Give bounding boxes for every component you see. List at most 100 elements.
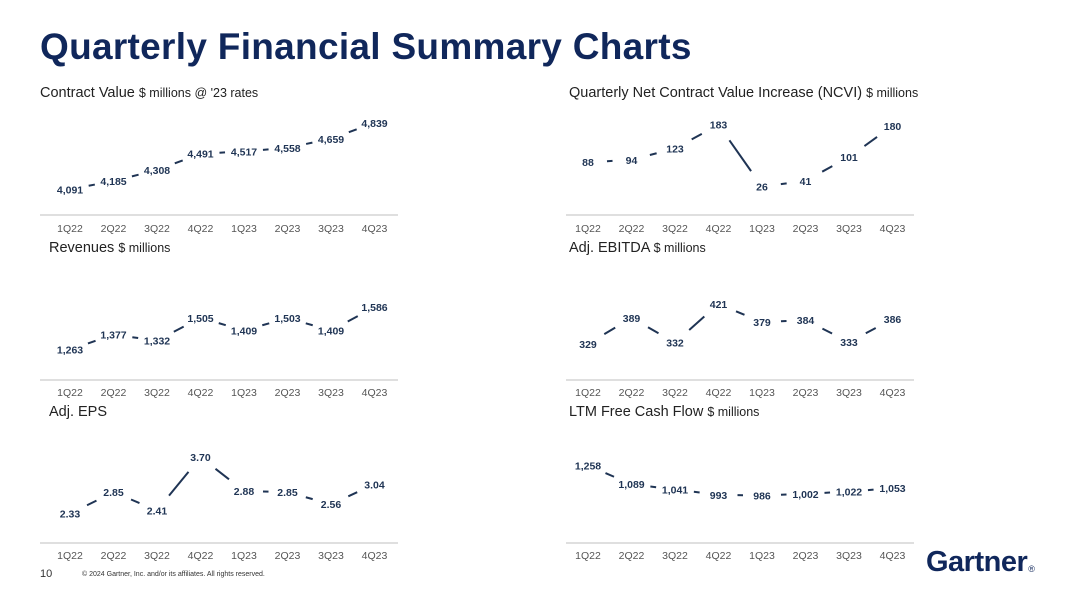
x-tick-label: 3Q23 <box>318 223 344 235</box>
x-tick-label: 4Q23 <box>880 387 906 399</box>
x-tick-label: 4Q23 <box>362 223 388 235</box>
data-label: 101 <box>840 152 858 164</box>
data-label: 1,041 <box>662 484 688 496</box>
data-label: 1,586 <box>361 302 387 314</box>
data-label: 123 <box>666 143 684 155</box>
chart-unit: $ millions <box>653 241 706 255</box>
x-tick-label: 3Q23 <box>836 550 862 562</box>
data-label: 26 <box>756 182 768 194</box>
series-line-segment <box>821 327 833 335</box>
series-line-segment <box>649 152 657 156</box>
data-label: 2.33 <box>60 509 81 521</box>
data-label: 386 <box>884 314 902 326</box>
adj-ebitda-plot: 1Q22 2Q22 3Q22 4Q22 1Q23 2Q23 3Q23 4Q23 329 389 33… <box>566 299 914 399</box>
data-label: 2.85 <box>103 487 124 499</box>
x-tick-label: 4Q22 <box>706 387 732 399</box>
x-tick-label: 3Q22 <box>144 387 170 399</box>
x-tick-label: 2Q22 <box>101 550 127 562</box>
data-label: 993 <box>710 490 728 502</box>
data-label: 2.88 <box>234 486 255 498</box>
x-tick-label: 1Q22 <box>57 223 83 235</box>
x-tick-label: 3Q22 <box>144 550 170 562</box>
x-tick-label: 2Q23 <box>793 550 819 562</box>
x-tick-label: 1Q23 <box>231 223 257 235</box>
series-line-segment <box>305 496 313 501</box>
data-label: 1,089 <box>618 479 644 491</box>
series-line-segment <box>131 173 139 178</box>
x-tick-label: 1Q22 <box>575 387 601 399</box>
chart-title-text: Quarterly Net Contract Value Increase (N… <box>569 85 863 101</box>
x-tick-label: 4Q23 <box>880 550 906 562</box>
chart-unit: $ millions <box>866 86 919 100</box>
data-label: 1,002 <box>792 489 818 501</box>
x-tick-label: 1Q23 <box>231 387 257 399</box>
data-label: 4,308 <box>144 165 170 177</box>
data-label: 379 <box>753 317 771 329</box>
series-line-segment <box>214 467 230 481</box>
chart-title: Revenues $ millions <box>49 240 170 256</box>
logo-text: Gartner <box>926 546 1028 578</box>
x-tick-label: 3Q23 <box>318 387 344 399</box>
adj-eps-plot: 1Q22 2Q22 3Q22 4Q22 1Q23 2Q23 3Q23 4Q23 2.33 2.85… <box>40 452 398 562</box>
series-line-segment <box>168 471 190 497</box>
data-label: 1,377 <box>100 330 126 342</box>
data-label: 1,503 <box>274 313 300 325</box>
chart-title-text: Revenues <box>49 240 115 256</box>
data-label: 1,409 <box>231 325 257 337</box>
chart-unit: $ millions @ '23 rates <box>138 86 259 100</box>
data-label: 4,517 <box>231 146 257 158</box>
x-tick-label: 2Q23 <box>793 387 819 399</box>
registered-mark: ® <box>1028 564 1035 574</box>
gartner-logo: Gartner® <box>926 546 1035 579</box>
x-tick-label: 1Q22 <box>575 550 601 562</box>
series-line-segment <box>780 182 787 186</box>
x-tick-label: 2Q22 <box>619 550 645 562</box>
x-tick-label: 4Q22 <box>188 387 214 399</box>
data-label: 1,409 <box>318 325 344 337</box>
data-label: 1,332 <box>144 336 170 348</box>
chart-title: Quarterly Net Contract Value Increase (N… <box>569 85 918 101</box>
chart-title-text: Adj. EBITDA <box>569 240 650 256</box>
x-tick-label: 1Q23 <box>749 550 775 562</box>
series-line-segment <box>691 132 703 141</box>
series-line-segment <box>603 326 616 335</box>
series-line-segment <box>347 491 358 498</box>
data-label: 88 <box>582 157 594 169</box>
data-label: 384 <box>797 315 815 327</box>
x-tick-label: 2Q23 <box>275 387 301 399</box>
chart-title-text: LTM Free Cash Flow <box>569 404 704 420</box>
x-tick-label: 1Q23 <box>749 223 775 235</box>
data-label: 2.41 <box>147 505 168 517</box>
data-label: 986 <box>753 491 771 503</box>
series-line-segment <box>647 326 659 335</box>
x-tick-label: 3Q23 <box>318 550 344 562</box>
series-line-segment <box>87 339 96 345</box>
data-label: 1,505 <box>187 313 213 325</box>
data-label: 1,053 <box>879 483 905 495</box>
data-label: 1,022 <box>836 487 862 499</box>
series-line-segment <box>347 315 359 323</box>
x-tick-label: 3Q23 <box>836 387 862 399</box>
series-line-segment <box>688 315 705 331</box>
x-tick-label: 4Q22 <box>188 550 214 562</box>
chart-title: Adj. EPS <box>49 404 107 420</box>
x-tick-label: 2Q23 <box>275 550 301 562</box>
series-line-segment <box>650 485 657 489</box>
data-label: 389 <box>623 313 641 325</box>
x-tick-label: 3Q22 <box>662 223 688 235</box>
x-tick-label: 3Q22 <box>144 223 170 235</box>
series-line-segment <box>132 336 139 340</box>
data-label: 4,185 <box>100 176 126 188</box>
data-label: 2.56 <box>321 499 342 511</box>
series-line-segment <box>865 327 877 335</box>
x-tick-label: 2Q22 <box>101 223 127 235</box>
data-label: 1,263 <box>57 345 83 357</box>
x-tick-label: 4Q22 <box>706 223 732 235</box>
x-tick-label: 4Q23 <box>880 223 906 235</box>
x-tick-label: 1Q23 <box>231 550 257 562</box>
x-tick-label: 4Q22 <box>706 550 732 562</box>
x-tick-label: 4Q23 <box>362 387 388 399</box>
series-line-segment <box>174 159 184 165</box>
chart-unit: $ millions <box>707 405 760 419</box>
data-label: 4,839 <box>361 118 387 130</box>
